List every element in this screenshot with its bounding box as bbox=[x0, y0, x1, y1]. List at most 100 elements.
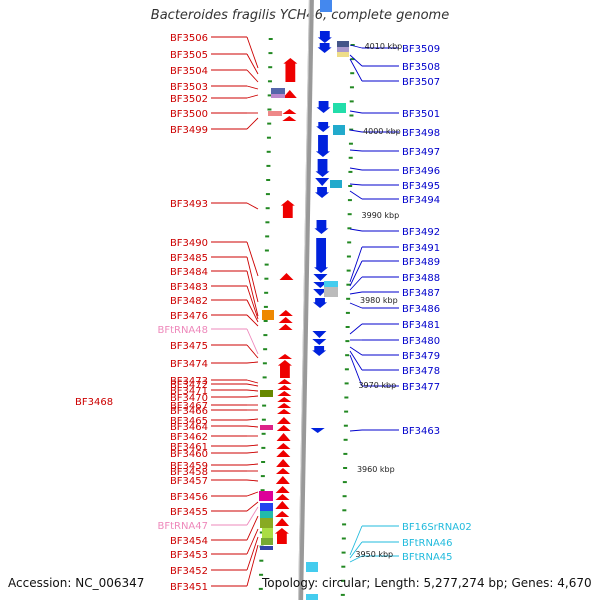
gene-block-forward bbox=[261, 538, 273, 545]
inner-tick bbox=[265, 207, 270, 210]
connector-left-bend bbox=[246, 515, 259, 541]
gene-label-right: BF3463 bbox=[402, 426, 440, 437]
inner-tick bbox=[263, 334, 268, 337]
gene-block-forward bbox=[260, 546, 273, 550]
inner-tick bbox=[268, 38, 273, 40]
connector-right-bend bbox=[349, 110, 363, 114]
inner-tick bbox=[267, 94, 272, 97]
gene-label-right: BF3488 bbox=[402, 273, 440, 284]
gene-arrow-reverse bbox=[316, 101, 331, 113]
outer-tick bbox=[342, 509, 347, 512]
gene-arrow-reverse bbox=[313, 289, 328, 296]
gene-arrow-forward bbox=[276, 459, 291, 467]
backbone-line bbox=[298, 0, 314, 600]
outer-tick bbox=[350, 58, 355, 61]
connector-right-bend bbox=[349, 183, 363, 186]
outer-tick bbox=[344, 382, 349, 385]
outer-tick bbox=[343, 438, 348, 441]
inner-tick bbox=[260, 475, 265, 478]
outer-tick bbox=[347, 241, 352, 244]
gene-block-reverse bbox=[337, 41, 349, 47]
outer-tick bbox=[342, 481, 347, 484]
gene-label-right: BF3507 bbox=[402, 77, 440, 88]
gene-label-left: BF3470 bbox=[170, 393, 208, 404]
gene-arrow-forward bbox=[278, 324, 293, 330]
inner-tick bbox=[259, 531, 264, 534]
connector-right-bend bbox=[349, 350, 363, 371]
gene-block-forward bbox=[271, 94, 285, 98]
gene-label-left: BF3464 bbox=[170, 422, 208, 433]
connector-right-bend bbox=[349, 291, 363, 295]
gene-block-reverse bbox=[324, 287, 338, 297]
gene-arrow-forward bbox=[276, 443, 291, 449]
gene-arrow-forward bbox=[277, 391, 292, 396]
connector-right-bend bbox=[349, 58, 363, 82]
connector-left-bend bbox=[246, 69, 259, 83]
gene-block-forward bbox=[260, 390, 273, 397]
gene-arrow-forward bbox=[279, 273, 294, 280]
gene-label-left: BF3475 bbox=[170, 341, 208, 352]
scale-labels: 4010 kbp 4000 kbp 3990 kbp 3980 kbp 3970 kbp… bbox=[355, 42, 402, 559]
scale-label: 3980 kbp bbox=[360, 296, 398, 305]
outer-tick bbox=[343, 467, 348, 469]
inner-tick bbox=[259, 559, 264, 562]
inner-tick bbox=[268, 52, 273, 55]
connector-right-bend bbox=[349, 302, 363, 309]
gene-arrow-reverse bbox=[315, 187, 330, 198]
connector-left-bend bbox=[246, 94, 259, 99]
gene-label-left: BFtRNA47 bbox=[157, 521, 208, 532]
inner-tick bbox=[266, 164, 271, 167]
connector-left-bend bbox=[246, 479, 259, 482]
outer-tick bbox=[343, 452, 348, 455]
gene-label-left: BF3455 bbox=[170, 507, 208, 518]
gene-arrow-forward bbox=[282, 109, 297, 114]
connector-left-bend bbox=[246, 36, 259, 69]
outer-tick bbox=[345, 340, 350, 343]
gene-arrow-forward bbox=[276, 433, 291, 441]
connector-right-bend bbox=[349, 541, 363, 559]
gene-arrow-forward bbox=[277, 397, 292, 402]
gene-label-right: BFtRNA45 bbox=[402, 552, 453, 563]
gene-block-reverse bbox=[330, 180, 342, 188]
gene-arrow-forward bbox=[275, 468, 290, 474]
outer-tick bbox=[341, 565, 346, 568]
connector-left-bend bbox=[246, 463, 259, 466]
inner-tick bbox=[258, 587, 263, 590]
gene-label-right: BF3495 bbox=[402, 181, 440, 192]
gene-arrow-reverse bbox=[316, 122, 331, 132]
connector-right-bend bbox=[349, 260, 363, 287]
outer-tick bbox=[350, 72, 355, 75]
gene-label-right: BF3496 bbox=[402, 166, 440, 177]
outer-tick bbox=[348, 185, 353, 187]
diagram-title: Bacteroides fragilis YCH46, complete gen… bbox=[150, 8, 450, 23]
inner-tick bbox=[267, 108, 272, 111]
gene-label-left: BF3499 bbox=[170, 125, 208, 136]
gene-arrow-reverse bbox=[313, 298, 328, 308]
inner-tick bbox=[265, 221, 270, 224]
gene-label-left: BF3474 bbox=[170, 359, 208, 370]
gene-arrow-reverse bbox=[315, 135, 330, 157]
connector-right-bend bbox=[349, 276, 363, 291]
gene-arrow-forward bbox=[277, 409, 292, 414]
gene-arrow-reverse bbox=[314, 238, 329, 273]
gene-label-left: BF3457 bbox=[170, 476, 208, 487]
scale-label: 3960 kbp bbox=[357, 465, 395, 474]
inner-tick bbox=[261, 418, 266, 421]
gene-label-left: BF3468 bbox=[75, 397, 113, 408]
connector-left-bend bbox=[246, 241, 259, 277]
gene-block-reverse bbox=[333, 103, 346, 113]
gene-label-left: BF3471 bbox=[170, 386, 208, 397]
outer-tick bbox=[350, 44, 355, 46]
connector-left-bend bbox=[246, 299, 259, 323]
outer-tick bbox=[344, 410, 349, 413]
connector-left-bend bbox=[246, 395, 259, 398]
connector-left-bend bbox=[246, 270, 259, 317]
connector-left-bend bbox=[246, 314, 259, 327]
outer-tick bbox=[349, 100, 354, 103]
outer-tick bbox=[349, 114, 354, 117]
gene-block-forward bbox=[260, 425, 273, 430]
inner-tick bbox=[264, 277, 269, 280]
gene-arrow-reverse bbox=[312, 339, 327, 345]
gene-label-left: BF3458 bbox=[170, 467, 208, 478]
